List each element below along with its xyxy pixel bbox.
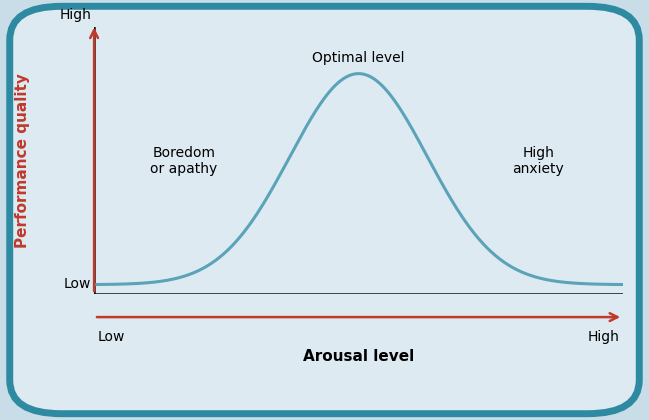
Text: Low: Low	[97, 330, 125, 344]
Text: Arousal level: Arousal level	[303, 349, 414, 364]
Text: High: High	[60, 8, 92, 22]
Text: Performance quality: Performance quality	[15, 73, 31, 248]
Text: High
anxiety: High anxiety	[513, 146, 564, 176]
Text: Low: Low	[64, 277, 92, 291]
FancyBboxPatch shape	[10, 6, 639, 414]
Text: High: High	[588, 330, 620, 344]
Text: Optimal level: Optimal level	[312, 51, 405, 65]
Text: Boredom
or apathy: Boredom or apathy	[151, 146, 217, 176]
